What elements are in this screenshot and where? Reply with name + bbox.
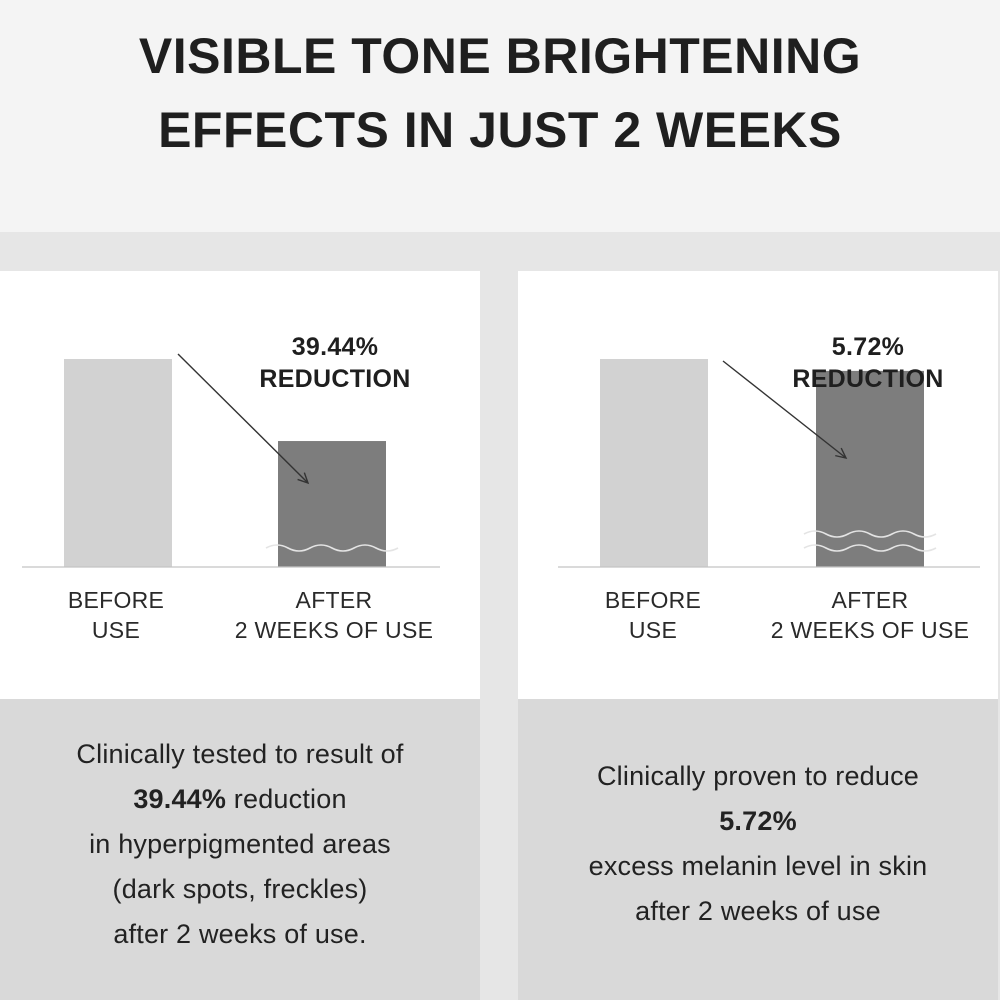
x-label-after-line1: AFTER — [831, 587, 909, 613]
callout-left: 39.44% REDUCTION — [230, 331, 440, 395]
callout-value-right: 5.72% — [831, 333, 905, 361]
callout-label-right: REDUCTION — [792, 365, 944, 393]
caption-left-line4: (dark spots, freckles) — [112, 874, 368, 904]
caption-right: Clinically proven to reduce 5.72% excess… — [518, 699, 998, 1000]
bar-after — [816, 370, 924, 567]
caption-left-line2-rest: reduction — [226, 784, 347, 814]
callout-value-left: 39.44% — [291, 333, 379, 361]
title-section: VISIBLE TONE BRIGHTENING EFFECTS IN JUST… — [0, 0, 1000, 232]
x-label-after-line2: 2 WEEKS OF USE — [234, 617, 434, 643]
bar-chart-right — [558, 359, 980, 568]
x-label-after-right: AFTER 2 WEEKS OF USE — [750, 585, 990, 645]
reduction-arrow-head — [297, 472, 310, 485]
panel-melanin: 5.72% REDUCTION BEFORE USE AFTER 2 WEEKS… — [518, 271, 998, 1000]
caption-left-line1: Clinically tested to result of — [76, 739, 404, 769]
x-label-after-line1: AFTER — [295, 587, 373, 613]
caption-right-highlight: 5.72% — [719, 806, 797, 836]
callout-label-left: REDUCTION — [259, 365, 411, 393]
caption-left-line2: 39.44% reduction — [0, 784, 480, 815]
caption-right-line3: excess melanin level in skin — [588, 851, 928, 881]
caption-left: Clinically tested to result of 39.44% re… — [0, 699, 480, 1000]
x-label-before-right: BEFORE USE — [573, 585, 733, 645]
caption-left-highlight: 39.44% — [133, 784, 227, 814]
x-label-before-line1: BEFORE — [604, 587, 702, 613]
x-label-before-line2: USE — [91, 617, 141, 643]
bar-before — [600, 359, 708, 567]
x-label-after-line2: 2 WEEKS OF USE — [770, 617, 970, 643]
caption-right-line2: 5.72% — [518, 806, 998, 837]
caption-right-line4: after 2 weeks of use — [635, 896, 881, 926]
reduction-arrow-line — [722, 360, 847, 459]
wave-line-1 — [803, 530, 937, 538]
reduction-arrow-line — [177, 353, 309, 484]
page-title-line-1: VISIBLE TONE BRIGHTENING — [138, 28, 862, 84]
reduction-arrow-head — [835, 447, 848, 459]
wave-line-1 — [265, 544, 399, 552]
chart-area-left: 39.44% REDUCTION BEFORE USE AFTER 2 WEEK… — [0, 271, 480, 699]
caption-left-line5: after 2 weeks of use. — [113, 919, 367, 949]
wave-line-2 — [803, 544, 937, 552]
chart-area-right: 5.72% REDUCTION BEFORE USE AFTER 2 WEEKS… — [518, 271, 998, 699]
x-label-before-line1: BEFORE — [67, 587, 165, 613]
caption-right-line1: Clinically proven to reduce — [596, 761, 920, 791]
callout-right: 5.72% REDUCTION — [763, 331, 973, 395]
x-label-before-left: BEFORE USE — [36, 585, 196, 645]
bar-before — [64, 359, 172, 567]
panel-hyperpigmentation: 39.44% REDUCTION BEFORE USE AFTER 2 WEEK… — [0, 271, 480, 1000]
x-label-before-line2: USE — [628, 617, 678, 643]
x-label-after-left: AFTER 2 WEEKS OF USE — [214, 585, 454, 645]
page-title-line-2: EFFECTS IN JUST 2 WEEKS — [158, 102, 842, 158]
bar-chart-left — [22, 353, 440, 568]
caption-left-line3: in hyperpigmented areas — [89, 829, 391, 859]
